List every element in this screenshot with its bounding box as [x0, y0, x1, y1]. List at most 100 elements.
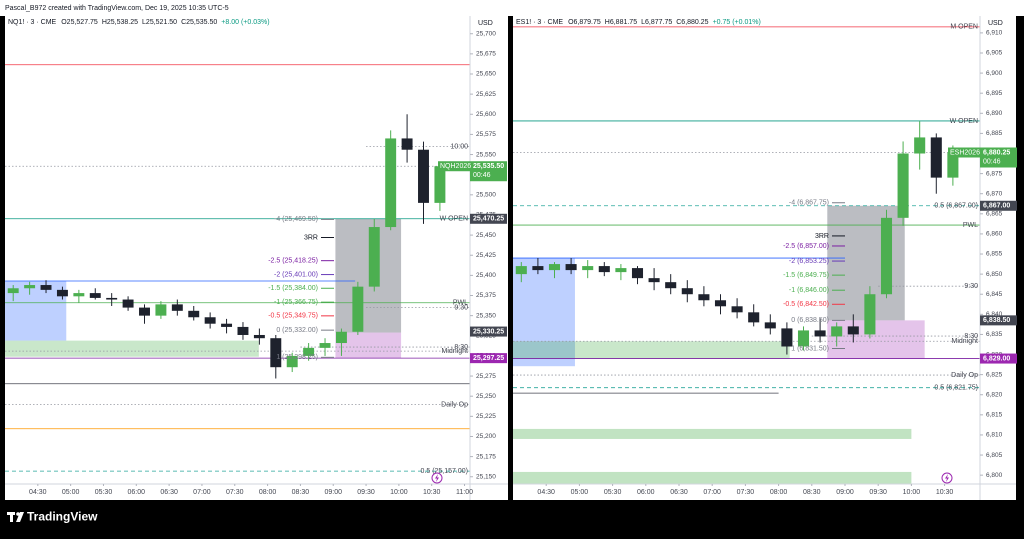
price-tag-label: 25,297.25 [473, 355, 504, 362]
price-tag [470, 326, 507, 337]
candle-body [221, 323, 233, 327]
candle [89, 288, 101, 300]
countdown: 00:46 [983, 158, 1001, 165]
ohlc-value: O25,527.75 [61, 19, 98, 26]
x-tick-label: 10:30 [936, 489, 954, 496]
y-tick-label: 6,855 [986, 251, 1003, 258]
candle [797, 326, 810, 351]
x-tick-label: 06:00 [637, 489, 655, 496]
fib-label: -2.5 (6,857.00) [783, 243, 829, 250]
fib-label: -2 (25,401.00) [274, 271, 318, 278]
level-label: 0.5 (25,157.00) [421, 468, 468, 475]
y-tick-label: 25,250 [476, 393, 496, 400]
candle [24, 281, 36, 295]
candle-body [764, 322, 776, 329]
candle-body [831, 326, 843, 337]
fib-label: -1.5 (25,384.00) [268, 285, 318, 292]
plot-area [5, 64, 470, 472]
fib-label: -0.5 (6,842.50) [783, 301, 829, 308]
candle [171, 299, 183, 316]
fib-label: -0.5 (25,349.75) [268, 313, 318, 320]
logo-text: TradingView [27, 510, 98, 524]
y-tick-label: 6,865 [986, 211, 1003, 218]
zone-box [5, 340, 259, 357]
chart-panel: M OPEN W OPEN 0.5 (6,867.00) PWL 9:30 8:30Mid… [513, 16, 1017, 500]
y-tick-label: 25,175 [476, 453, 496, 460]
candle-body [418, 149, 429, 203]
candle-body [237, 326, 249, 335]
candle [286, 352, 298, 373]
candle-body [40, 285, 52, 290]
fib-label: -2 (6,853.25) [789, 258, 829, 265]
y-tick-label: 6,825 [986, 371, 1003, 378]
x-tick-label: 05:00 [62, 489, 80, 496]
y-tick-label: 25,500 [476, 192, 496, 199]
y-tick-label: 25,150 [476, 473, 496, 480]
candle [515, 262, 527, 283]
y-tick-label: 6,805 [986, 452, 1003, 459]
ohlc-value: H25,538.25 [102, 19, 138, 26]
x-tick-label: 07:00 [703, 489, 721, 496]
price-tag [980, 200, 1017, 211]
level-label: W OPEN [440, 216, 468, 223]
symbol-tag [438, 161, 470, 172]
candle [615, 264, 627, 281]
y-tick-label: 25,375 [476, 292, 496, 299]
candle-body [385, 138, 397, 228]
x-tick-label: 10:30 [423, 489, 441, 496]
y-tick-label: 25,275 [476, 373, 496, 380]
candle-body [947, 152, 959, 178]
y-tick-label: 6,835 [986, 331, 1003, 338]
candle-body [24, 285, 36, 289]
candle-body [582, 266, 594, 271]
x-tick-label: 06:30 [670, 489, 688, 496]
candle [548, 262, 561, 279]
level-label: 0.5 (6,821.75) [934, 385, 978, 392]
candle-body [714, 300, 727, 307]
zone-box [513, 428, 912, 439]
price-tag [470, 213, 507, 224]
candle [897, 141, 909, 226]
candle [631, 266, 644, 285]
x-tick-label: 08:00 [259, 489, 277, 496]
ohlc-value: C6,880.25 [676, 19, 708, 26]
candle-body [303, 347, 315, 356]
level-label: 9:30 [964, 283, 978, 290]
fib-label: 0 (6,838.50) [791, 317, 829, 324]
y-tick-label: 25,400 [476, 272, 496, 279]
candle [385, 130, 397, 231]
candle [122, 296, 134, 311]
fib-label: -4 (6,867.75) [789, 200, 829, 207]
candle [237, 322, 249, 340]
level-label: 9:30 [454, 304, 468, 311]
candle-body [401, 138, 413, 150]
y-tick-label: 6,890 [986, 110, 1003, 117]
y-tick-label: 25,675 [476, 51, 496, 58]
alert-icon[interactable] [431, 472, 443, 484]
top-strip [0, 0, 1024, 16]
ohlc-value: L25,521.50 [142, 19, 177, 26]
candle [864, 286, 876, 339]
candle [781, 322, 793, 355]
axis-unit: USD [478, 20, 493, 27]
x-tick-label: 05:00 [571, 489, 589, 496]
y-tick-label: 6,845 [986, 291, 1003, 298]
candle-body [171, 304, 183, 311]
fib-label: -1 (25,366.75) [274, 299, 318, 306]
x-tick-label: 07:30 [737, 489, 755, 496]
x-tick-label: 06:00 [128, 489, 146, 496]
candle-body [615, 268, 627, 273]
candle-body [631, 268, 644, 279]
y-tick-label: 25,575 [476, 131, 496, 138]
x-tick-label: 10:00 [390, 489, 408, 496]
x-tick-label: 09:30 [357, 489, 375, 496]
candle-body [914, 137, 926, 154]
candle [698, 286, 710, 307]
level-label: Daily Op [951, 372, 978, 379]
candle-body [434, 166, 446, 203]
fib-label: -1 (6,846.00) [789, 287, 829, 294]
alert-icon[interactable] [941, 472, 953, 484]
axis-unit: USD [988, 20, 1003, 27]
candle-body [847, 326, 859, 335]
